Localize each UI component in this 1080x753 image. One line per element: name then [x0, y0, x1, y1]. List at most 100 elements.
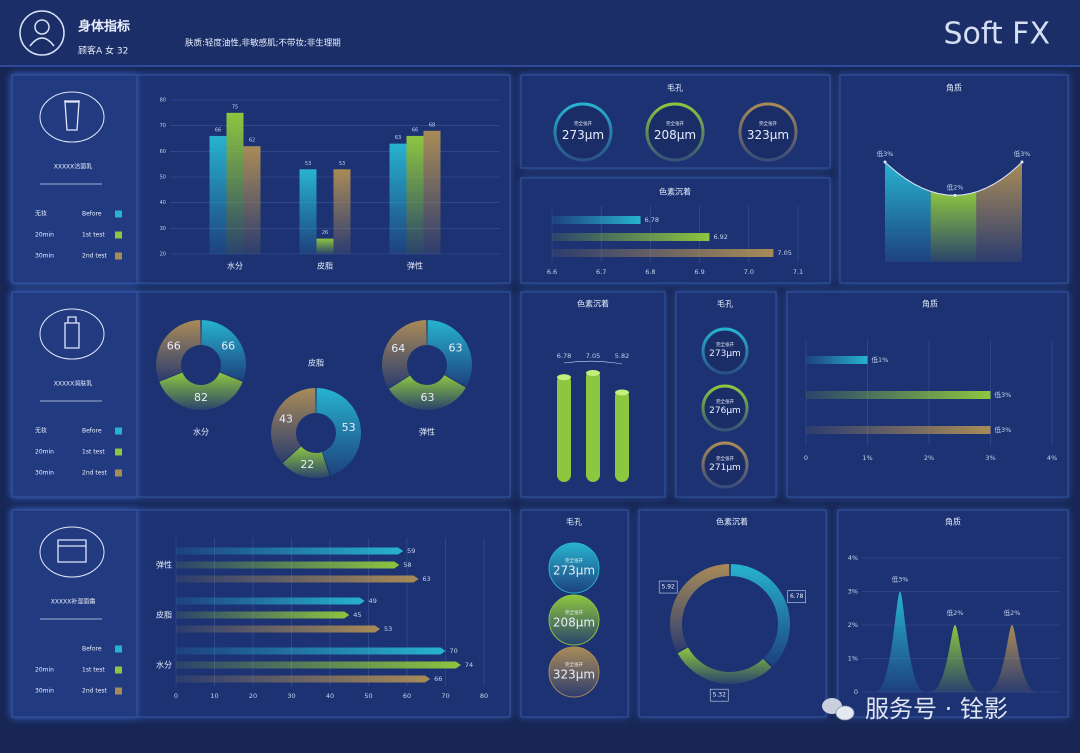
trend-line [563, 360, 623, 365]
value-label: 66 [215, 127, 221, 133]
pore-sublabel: 完全张开 [565, 609, 583, 616]
legend-time: 20min [35, 667, 54, 674]
value-label: 7.05 [777, 249, 791, 257]
value-box [787, 590, 806, 604]
value-label: 63 [421, 391, 435, 404]
donut-segment [382, 320, 427, 388]
pore-value: 276μm [709, 406, 741, 416]
x-tick-label: 皮脂 [317, 261, 333, 271]
legend-swatch [115, 645, 122, 653]
product-name: XXXXX润肤乳 [54, 380, 93, 388]
panel [638, 509, 827, 718]
panel [11, 509, 138, 718]
avatar-body [29, 37, 55, 47]
y-tick-label: 40 [160, 200, 166, 206]
y-tick-label: 60 [160, 149, 166, 155]
bar [209, 135, 227, 254]
value-label: 低2% [947, 608, 964, 617]
value-label: 66 [221, 339, 235, 352]
donut-segment [670, 564, 730, 652]
x-tick-label: 弹性 [407, 261, 423, 271]
legend-name: 1st test [82, 667, 105, 674]
bar [406, 135, 424, 254]
value-label: 68 [429, 122, 435, 128]
value-label: 82 [194, 391, 208, 404]
value-label: 5.32 [713, 692, 727, 699]
pore-ring [701, 384, 749, 432]
legend-swatch [115, 231, 122, 239]
pore-ring [701, 327, 749, 375]
panel [11, 74, 138, 284]
cylinder [615, 389, 629, 482]
x-tick-label: 1% [862, 454, 872, 462]
bar [176, 625, 381, 633]
legend-time: 无妆 [35, 210, 47, 218]
value-label: 66 [434, 675, 442, 683]
x-tick-label: 6.6 [547, 268, 557, 276]
x-tick-label: 7.0 [744, 268, 754, 276]
point [1020, 160, 1024, 164]
donut-segment [427, 320, 472, 387]
x-tick-label: 水分 [227, 261, 243, 271]
donut-segment [388, 375, 466, 411]
skin-info: 肤质:轻度油性,非敏感肌;不带妆;非生理期 [185, 38, 341, 49]
customer: 顾客A 女 32 [78, 45, 128, 57]
value-label: 66 [412, 127, 418, 133]
product-name: XXXXX补湿面霜 [51, 598, 96, 606]
value-label: 低2% [1004, 608, 1021, 617]
value-label: 低3% [995, 390, 1012, 399]
pore-sublabel: 完全张开 [574, 120, 592, 127]
cylinder-cap [615, 389, 629, 396]
bar [552, 249, 774, 257]
pore-ring [645, 102, 705, 162]
bar [176, 661, 461, 669]
value-label: 53 [384, 625, 392, 633]
pore-value: 273μm [553, 564, 595, 578]
pore-value: 208μm [654, 128, 696, 142]
x-tick-label: 30 [287, 692, 295, 700]
bar [243, 146, 261, 254]
avatar-head [34, 19, 50, 35]
value-label: 6.78 [645, 216, 659, 224]
product-name: XXXXX洁面乳 [54, 163, 93, 171]
legend-time: 20min [35, 232, 54, 239]
bar [806, 391, 991, 399]
panel [11, 291, 138, 498]
legend-time: 20min [35, 449, 54, 456]
chart-title: 毛孔 [566, 517, 582, 527]
legend-time: 30min [35, 470, 54, 477]
x-tick-label: 4% [1047, 454, 1057, 462]
legend-swatch [115, 210, 122, 218]
product-icon [64, 316, 80, 349]
value-label: 低3% [892, 575, 909, 584]
pore-value: 323μm [553, 668, 595, 682]
cylinder-cap [586, 370, 600, 376]
chart-title: 角质 [945, 517, 961, 527]
bar [333, 169, 351, 254]
product-icon [64, 100, 80, 131]
value-label: 53 [342, 421, 356, 434]
y-tick-label: 20 [160, 252, 166, 258]
value-label: 6.78 [790, 593, 804, 600]
value-label: 低3% [1014, 149, 1031, 158]
legend-name: Before [82, 428, 102, 435]
y-tick-label: 50 [160, 175, 166, 181]
y-tick-label: 1% [848, 655, 858, 663]
pore-value: 323μm [747, 128, 789, 142]
value-label: 59 [407, 547, 415, 555]
pore-sublabel: 完全张开 [666, 120, 684, 127]
y-tick-label: 2% [848, 621, 858, 629]
chart-title: 毛孔 [717, 299, 733, 309]
pore-disc [548, 646, 600, 698]
bar [806, 356, 868, 364]
legend-swatch [115, 666, 122, 674]
pore-value: 271μm [709, 463, 741, 473]
pore-sublabel: 完全张开 [565, 557, 583, 564]
product-icon [57, 539, 87, 563]
peak [987, 625, 1037, 692]
chart-title: 角质 [946, 83, 962, 93]
value-label: 26 [322, 230, 328, 236]
x-tick-label: 6.8 [645, 268, 655, 276]
category-label: 弹性 [156, 560, 172, 570]
value-label: 5.82 [615, 352, 629, 360]
